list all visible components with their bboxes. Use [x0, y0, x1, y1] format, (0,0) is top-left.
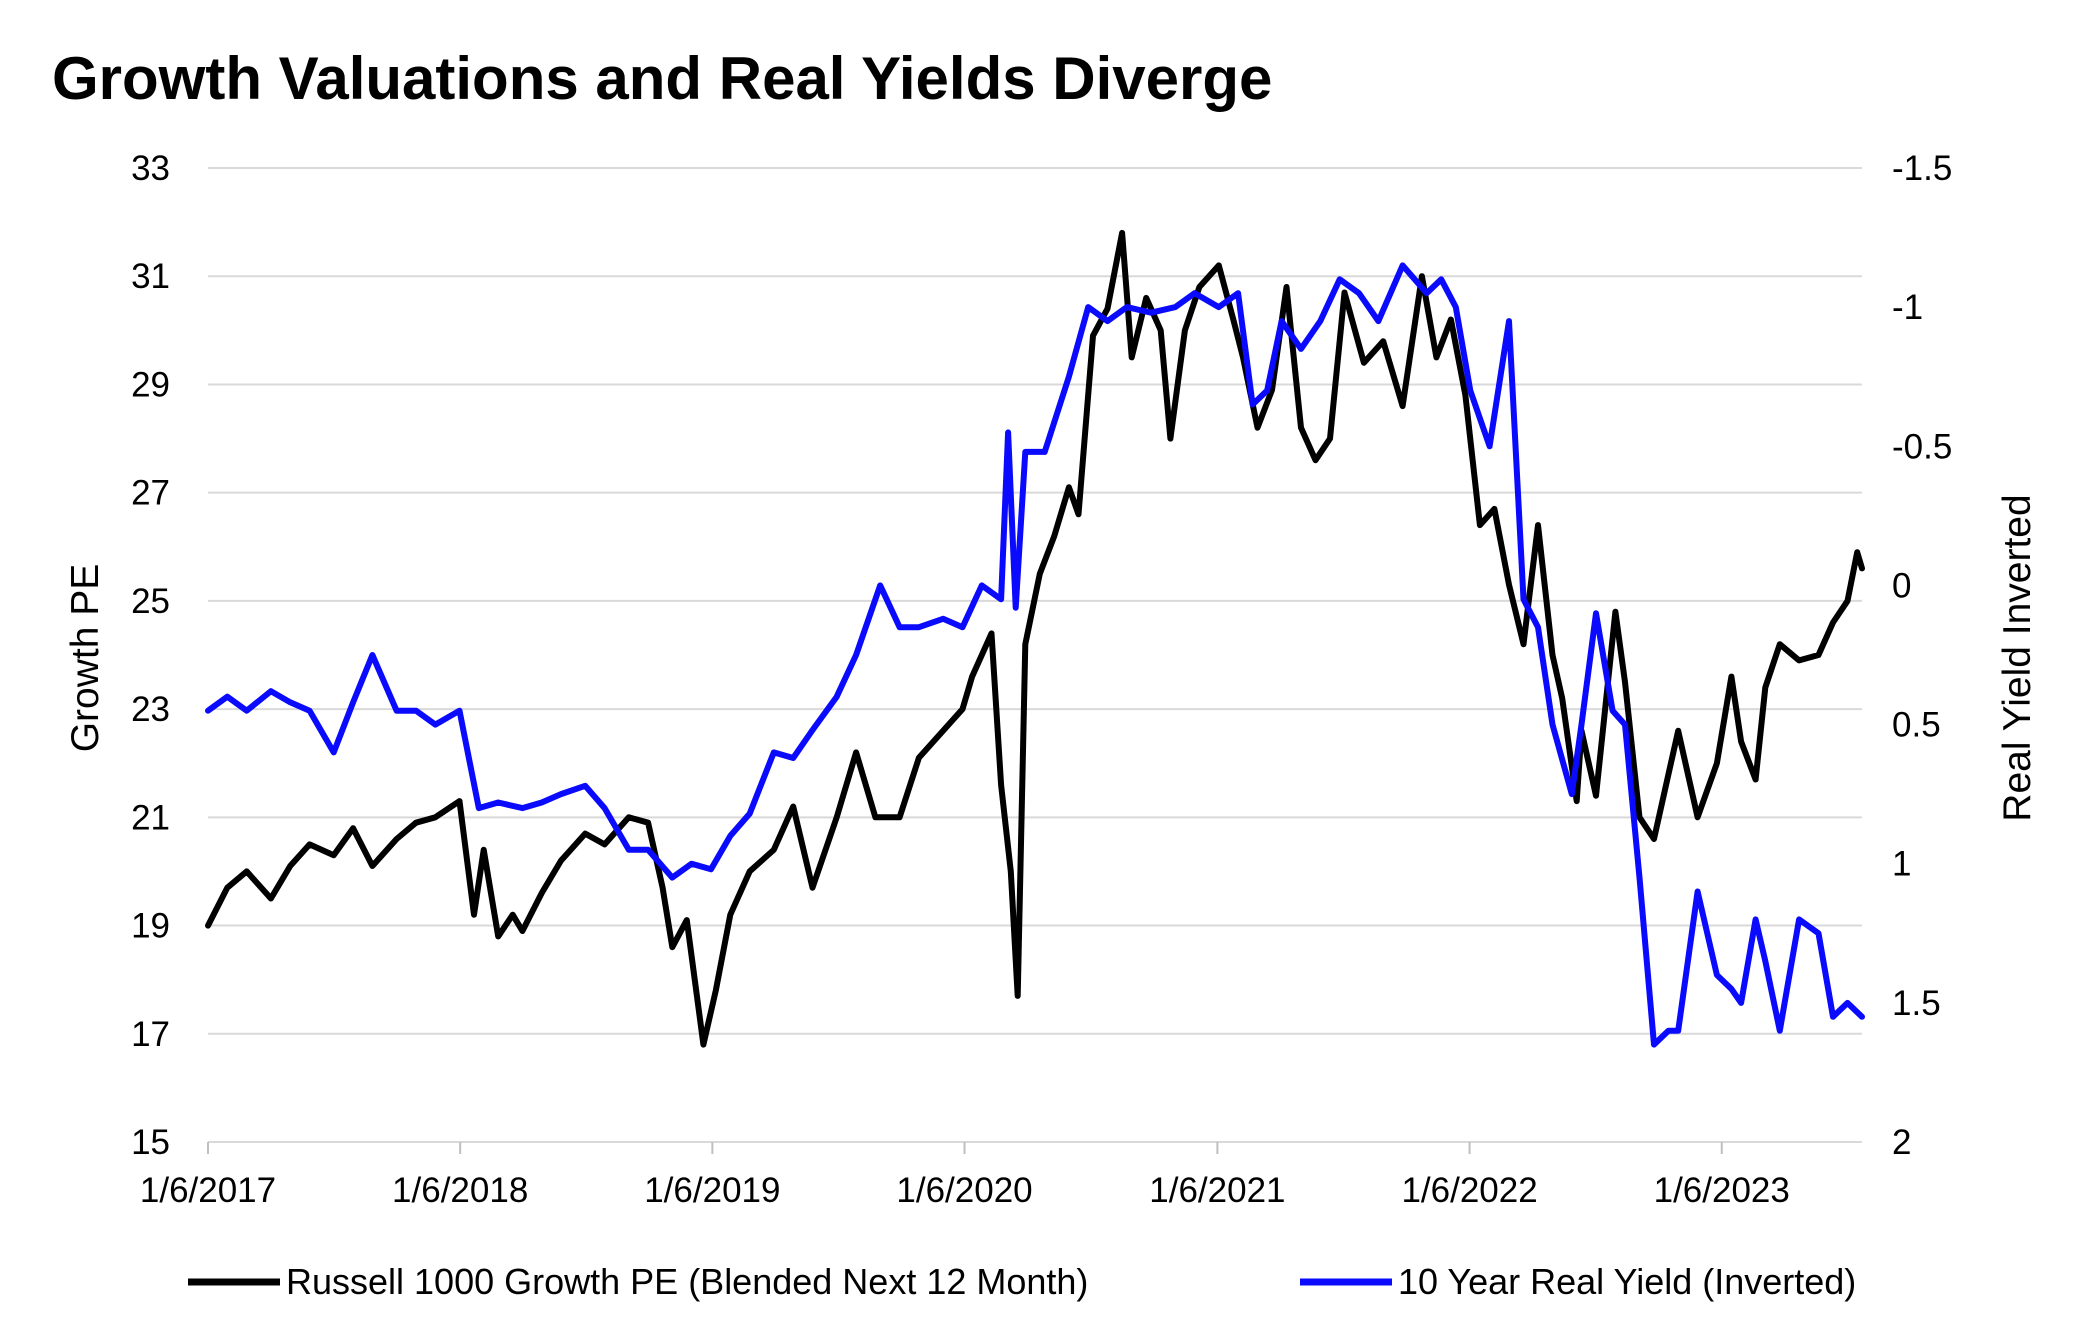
- y-axis-left-title: Growth PE: [64, 564, 107, 753]
- x-tick-label: 1/6/2018: [392, 1171, 528, 1210]
- y-tick-label: 29: [131, 365, 170, 404]
- y-axis-left-ticks: 15 17 19 21 23 25 27 29 31 33: [131, 149, 170, 1162]
- x-tick-label: 1/6/2023: [1654, 1171, 1790, 1210]
- y-tick-label: 25: [131, 582, 170, 621]
- x-tick-label: 1/6/2017: [140, 1171, 276, 1210]
- y-tick-label: 31: [131, 257, 170, 296]
- y2-tick-label: -1: [1892, 288, 1923, 327]
- y2-tick-label: 1: [1892, 845, 1911, 884]
- legend-label: 10 Year Real Yield (Inverted): [1398, 1261, 1856, 1302]
- y-axis-right-ticks: -1.5 -1 -0.5 0 0.5 1 1.5 2: [1892, 149, 1952, 1162]
- gridlines: [208, 167, 1862, 1143]
- y-tick-label: 33: [131, 149, 170, 188]
- y2-tick-label: -1.5: [1892, 149, 1952, 188]
- y-tick-label: 17: [131, 1015, 170, 1054]
- y-tick-label: 19: [131, 907, 170, 946]
- y-axis-right-title: Real Yield Inverted: [1996, 494, 2039, 821]
- x-axis-ticks: 1/6/2017 1/6/2018 1/6/2019 1/6/2020 1/6/2021…: [140, 1142, 1790, 1210]
- y-tick-label: 23: [131, 690, 170, 729]
- legend-label: Russell 1000 Growth PE (Blended Next 12 …: [286, 1261, 1088, 1302]
- x-tick-label: 1/6/2020: [896, 1171, 1032, 1210]
- legend-item: Russell 1000 Growth PE (Blended Next 12 …: [188, 1261, 1088, 1302]
- y-tick-label: 21: [131, 798, 170, 837]
- y2-tick-label: 0.5: [1892, 706, 1941, 745]
- y2-tick-label: 1.5: [1892, 984, 1941, 1023]
- x-tick-label: 1/6/2022: [1401, 1171, 1537, 1210]
- y-tick-label: 15: [131, 1123, 170, 1162]
- x-tick-label: 1/6/2021: [1149, 1171, 1285, 1210]
- y2-tick-label: -0.5: [1892, 427, 1952, 466]
- series-line-growth-pe: [205, 229, 1865, 1048]
- chart-title: Growth Valuations and Real Yields Diverg…: [52, 45, 1273, 112]
- legend-item: 10 Year Real Yield (Inverted): [1300, 1261, 1856, 1302]
- y2-tick-label: 2: [1892, 1123, 1911, 1162]
- y-tick-label: 27: [131, 474, 170, 513]
- series-line-real-yield: [205, 262, 1865, 1048]
- y2-tick-label: 0: [1892, 566, 1911, 605]
- x-tick-label: 1/6/2019: [644, 1171, 780, 1210]
- legend: Russell 1000 Growth PE (Blended Next 12 …: [188, 1261, 1856, 1302]
- series-lines: [205, 229, 1865, 1048]
